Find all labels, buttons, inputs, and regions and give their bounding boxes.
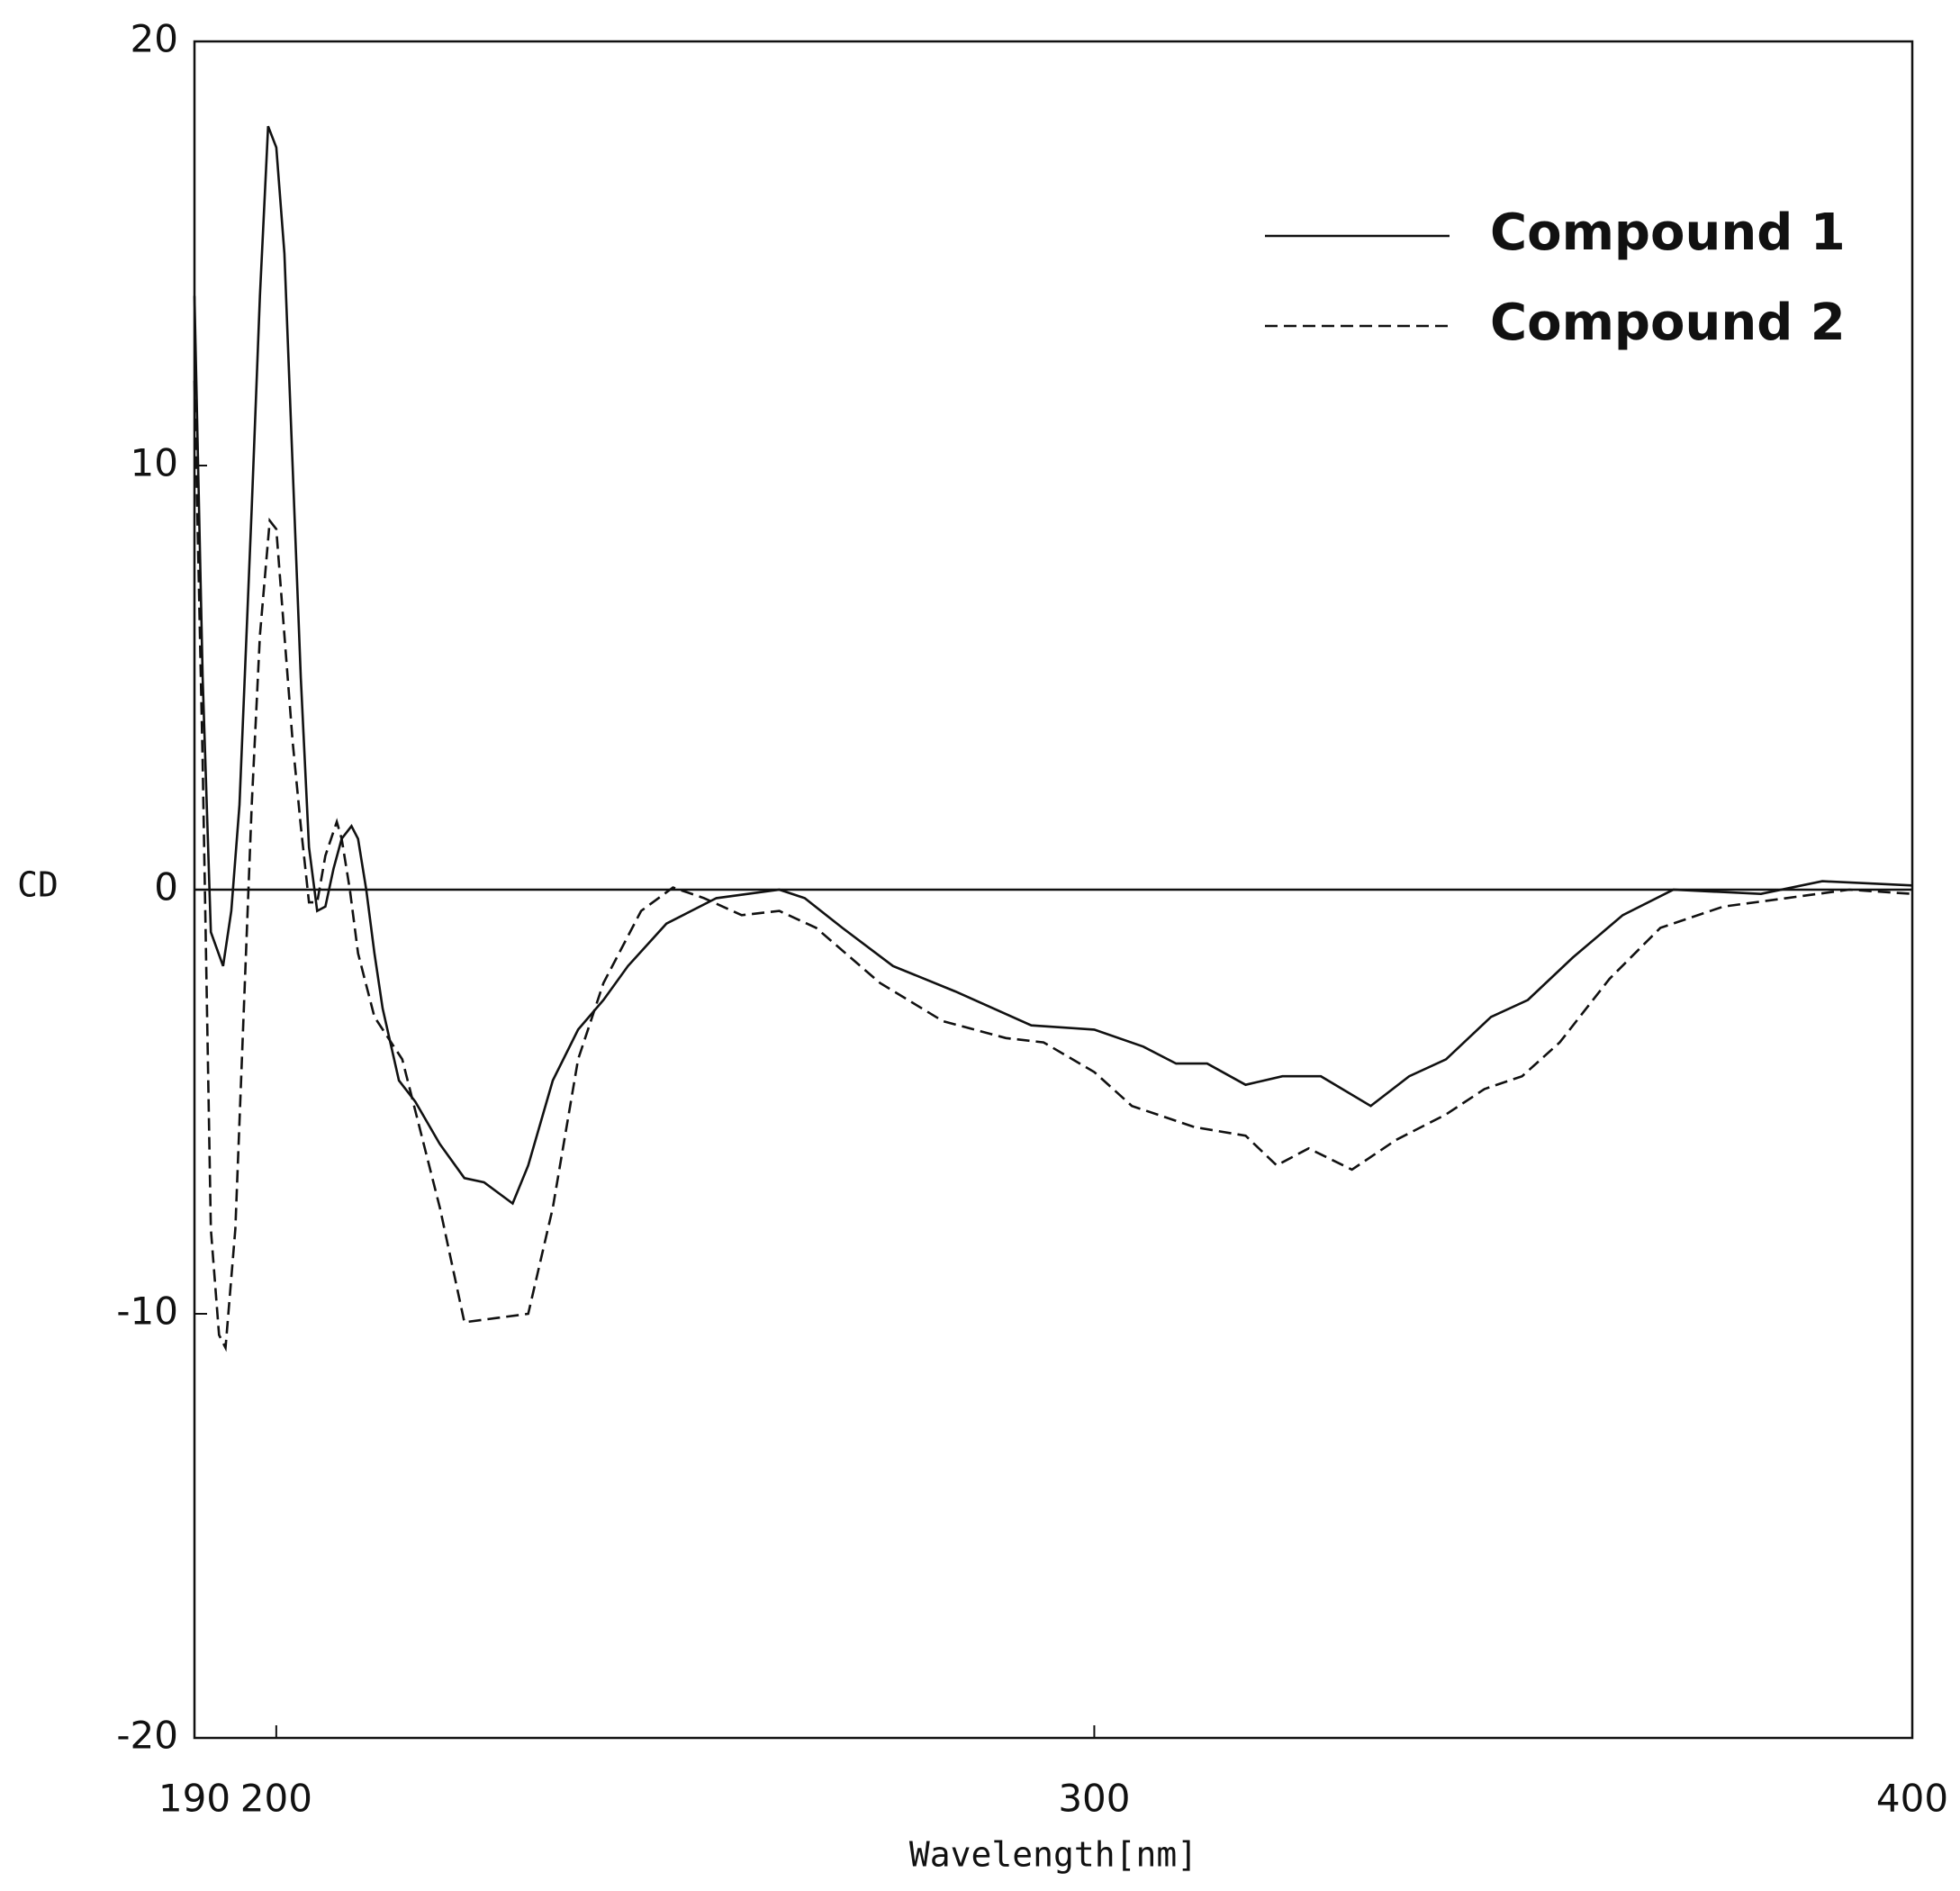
x-tick-label: 300	[1058, 1777, 1130, 1821]
y-tick-label: -20	[116, 1714, 178, 1758]
x-axis-label: Wavelength[nm]	[909, 1835, 1197, 1875]
y-tick-label: 10	[131, 441, 178, 485]
series-line	[193, 380, 1913, 1353]
x-tick-label: 400	[1876, 1777, 1948, 1821]
y-tick-label: -10	[116, 1289, 178, 1334]
legend-label: Compound 1	[1490, 204, 1846, 262]
x-tick-label: 200	[240, 1777, 312, 1821]
y-tick-label: 20	[131, 17, 178, 61]
y-axis-label: CD	[17, 865, 59, 905]
x-tick-label: 190	[158, 1777, 230, 1821]
y-tick-label: 0	[154, 865, 178, 909]
legend-label: Compound 2	[1490, 294, 1846, 352]
series-line	[193, 125, 1913, 1206]
